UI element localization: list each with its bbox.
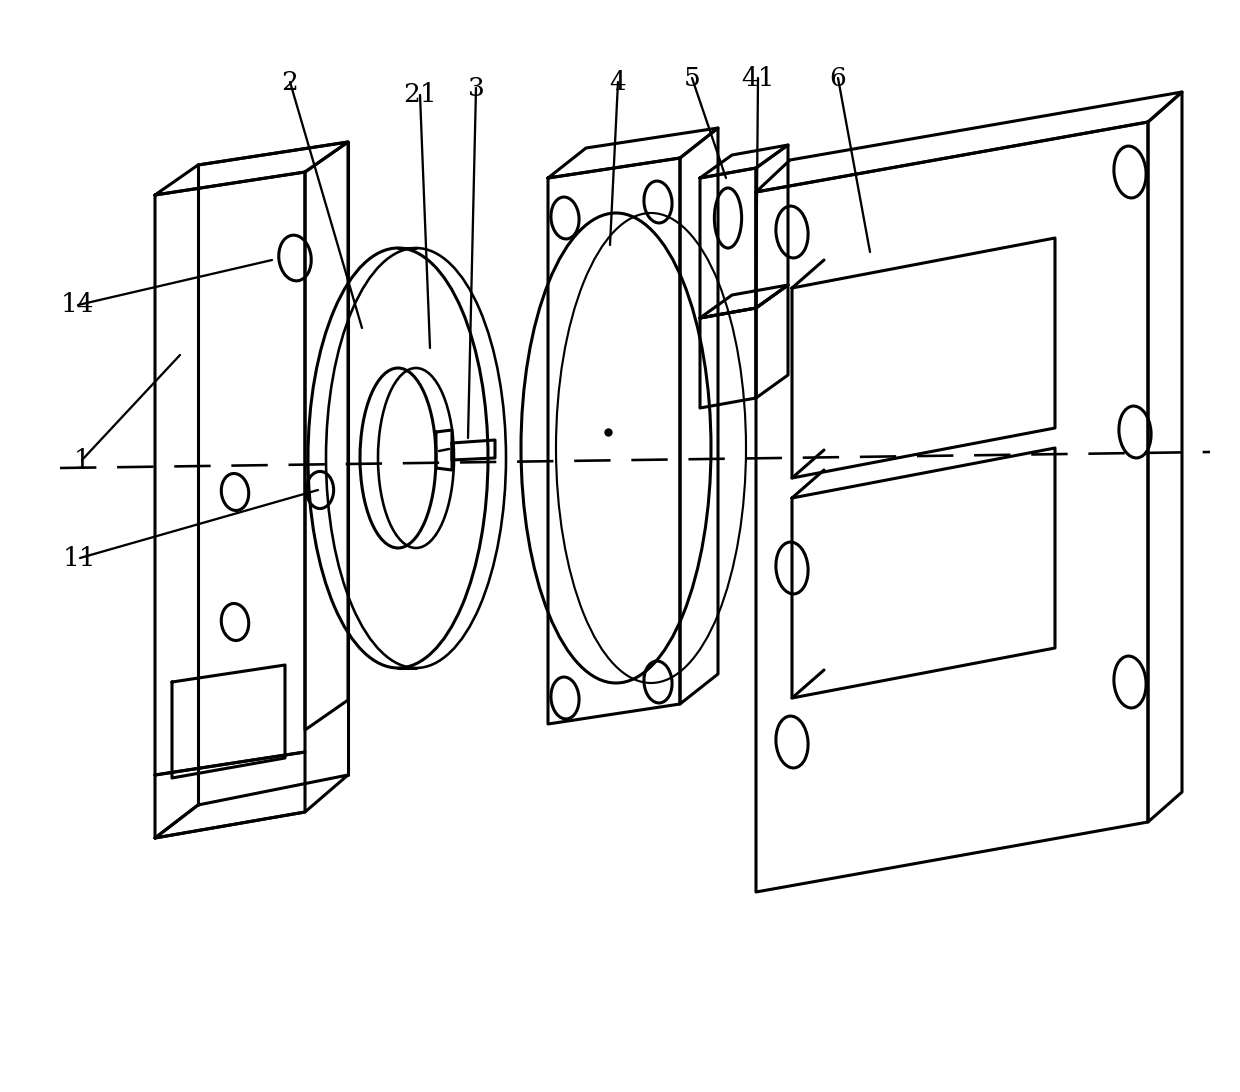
Text: 41: 41 xyxy=(742,66,775,91)
Text: 11: 11 xyxy=(63,546,97,570)
Text: 3: 3 xyxy=(467,75,485,100)
Text: 21: 21 xyxy=(403,83,436,107)
Text: 2: 2 xyxy=(281,70,299,95)
Text: 14: 14 xyxy=(61,293,94,318)
Text: 4: 4 xyxy=(610,70,626,95)
Text: 1: 1 xyxy=(73,448,91,473)
Text: 5: 5 xyxy=(683,66,701,91)
Text: 6: 6 xyxy=(830,66,847,91)
